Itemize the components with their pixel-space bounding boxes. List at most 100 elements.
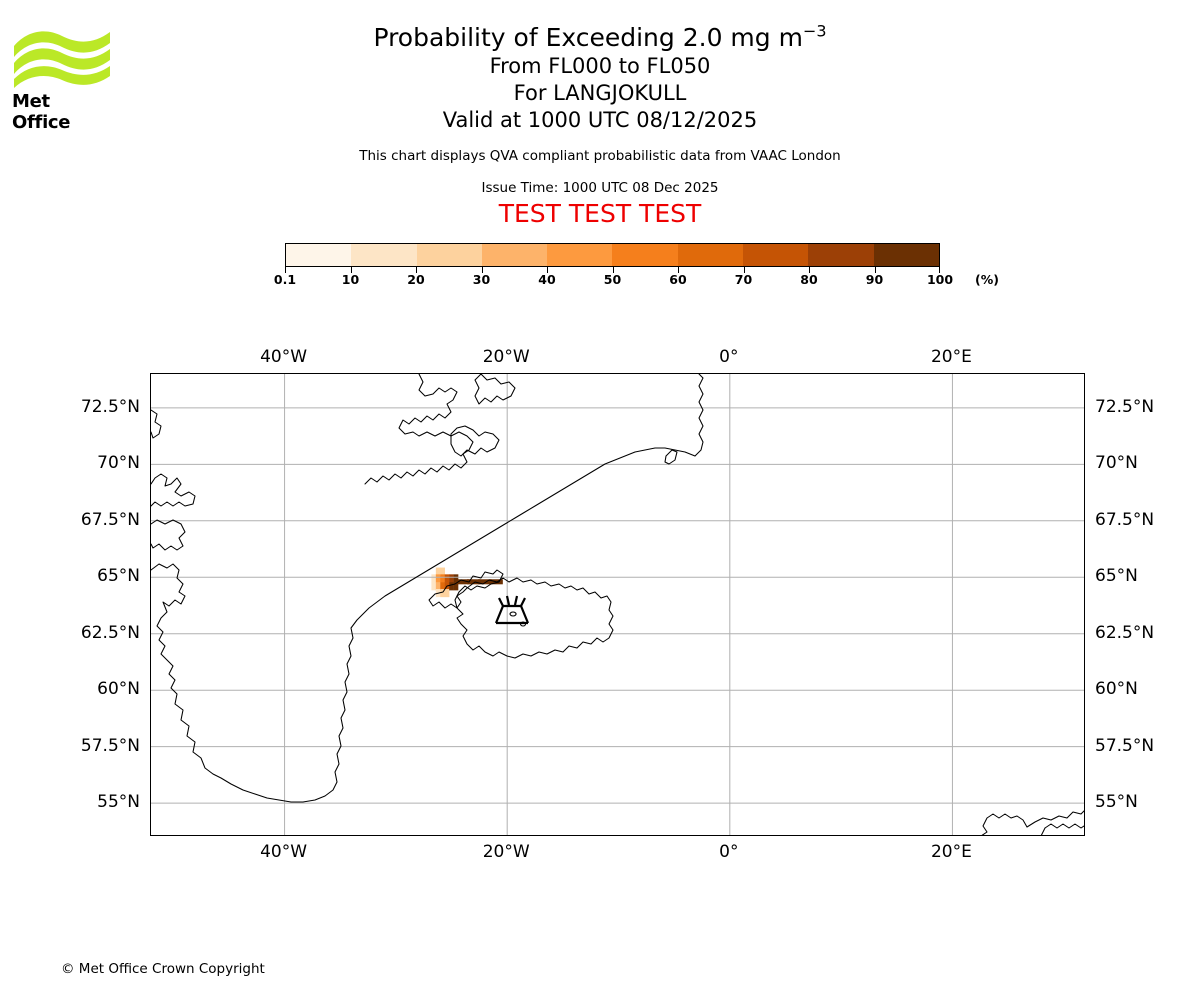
colorbar-segment-4 — [547, 244, 613, 266]
plume-cell-9 — [440, 589, 445, 598]
probability-colorbar: 0.1 10 20 30 40 50 60 70 80 90 100 (%) — [274, 243, 999, 287]
colorbar-tick-label-0: 0.1 — [273, 272, 297, 287]
axis-label-top-lon-2: 0° — [719, 347, 739, 367]
coastline-greenland-north — [474, 374, 516, 405]
copyright-notice: © Met Office Crown Copyright — [61, 961, 265, 977]
axis-label-left-lat-0: 55°N — [97, 792, 140, 813]
coastline-iceland — [456, 577, 614, 659]
axis-label-bottom-lon-3: 20°E — [930, 842, 972, 862]
colorbar-tick-label-10: 100 — [926, 272, 954, 287]
volcano-source-marker — [494, 595, 530, 625]
plume-cell-18 — [467, 579, 481, 585]
colorbar-segment-9 — [873, 244, 939, 266]
map-canvas — [151, 374, 1084, 835]
colorbar-tick-label-4: 40 — [538, 272, 556, 287]
colorbar-ticks — [285, 267, 940, 275]
chart-title-exponent: −3 — [802, 21, 827, 41]
colorbar-tick-6 — [678, 267, 679, 273]
axis-label-right-lat-6: 70°N — [1095, 453, 1138, 474]
map-graticule — [151, 374, 1084, 835]
axis-label-right-lat-5: 67.5°N — [1095, 509, 1155, 530]
plume-cell-3 — [435, 574, 441, 583]
volcano-name-line: For LANGJOKULL — [513, 81, 687, 105]
plume-cell-12 — [444, 589, 450, 598]
colorbar-segment-0 — [286, 244, 352, 266]
colorbar-tick-0 — [285, 267, 286, 273]
plume-cell-17 — [455, 579, 470, 585]
valid-time-line: Valid at 1000 UTC 08/12/2025 — [442, 108, 758, 132]
colorbar-segment-5 — [612, 244, 678, 266]
colorbar-tick-label-3: 30 — [472, 272, 491, 287]
coastline-greenland-northeast — [364, 374, 474, 485]
axis-label-left-lat-2: 60°N — [97, 679, 140, 700]
plume-cell-10 — [444, 574, 450, 583]
colorbar-tick-label-6: 60 — [669, 272, 687, 287]
test-banner: TEST TEST TEST — [498, 199, 702, 228]
coastline-scandinavia-interior — [1044, 823, 1084, 829]
axis-label-left-lat-4: 65°N — [97, 566, 140, 587]
colorbar-tick-8 — [809, 267, 810, 273]
plume-cell-15 — [453, 574, 459, 583]
coastline-norway — [981, 813, 1046, 835]
map-frame — [150, 373, 1085, 836]
colorbar-tick-label-5: 50 — [603, 272, 622, 287]
axis-label-right-lat-2: 60°N — [1095, 679, 1138, 700]
colorbar-segment-7 — [743, 244, 809, 266]
colorbar-tick-5 — [612, 267, 614, 273]
flight-level-range: From FL000 to FL050 — [489, 54, 711, 78]
colorbar-gradient — [285, 243, 940, 267]
chart-title: Probability of Exceeding 2.0 mg m−3 — [0, 22, 1200, 53]
colorbar-tick-3 — [481, 267, 483, 273]
colorbar-tick-1 — [350, 267, 352, 273]
axis-label-left-lat-1: 57.5°N — [80, 735, 140, 756]
axis-label-left-lat-7: 72.5°N — [80, 396, 140, 417]
issue-time: Issue Time: 1000 UTC 08 Dec 2025 — [481, 180, 719, 196]
plume-cell-0 — [431, 574, 437, 583]
plume-cell-6 — [440, 567, 445, 576]
colorbar-tick-9 — [874, 267, 876, 273]
met-office-logo: Met Office — [12, 24, 112, 133]
plume-cell-16 — [453, 582, 459, 591]
plume-cell-4 — [435, 582, 441, 591]
coastline-greenland — [151, 447, 696, 803]
axis-label-right-lat-0: 55°N — [1095, 792, 1138, 813]
coastline-jan-mayen — [664, 449, 678, 465]
colorbar-segment-1 — [351, 244, 417, 266]
chart-title-text: Probability of Exceeding 2.0 mg m — [373, 23, 803, 52]
axis-label-right-lat-7: 72.5°N — [1095, 396, 1155, 417]
coastlines — [151, 374, 1084, 835]
axis-label-top-lon-3: 20°E — [930, 347, 972, 367]
plume-cell-13 — [449, 574, 454, 583]
colorbar-tick-label-2: 20 — [407, 272, 425, 287]
axis-label-top-lon-1: 20°W — [482, 347, 530, 367]
met-office-wordmark: Met Office — [12, 91, 71, 133]
plume-cell-8 — [440, 582, 445, 591]
coastline-iceland-westfjords — [428, 569, 504, 609]
colorbar-tick-4 — [547, 267, 548, 273]
colorbar-unit-label: (%) — [975, 272, 999, 287]
colorbar-segment-8 — [808, 244, 874, 266]
met-office-wave-mark — [14, 31, 110, 88]
colorbar-tick-label-1: 10 — [341, 272, 360, 287]
colorbar-tick-label-7: 70 — [734, 272, 753, 287]
map-panel: 40°W 40°W 20°W 20°W 0° 0° 20°E 20°E 55°N 55°N 57.5… — [81, 347, 1154, 862]
plume-cell-7 — [440, 574, 445, 583]
coastline-scoresby-sund — [450, 425, 500, 457]
axis-label-bottom-lon-1: 20°W — [482, 842, 530, 862]
chart-header: Probability of Exceeding 2.0 mg m−3 From… — [0, 22, 1200, 229]
axis-label-right-lat-3: 62.5°N — [1095, 622, 1155, 643]
colorbar-tick-labels: 0.1 10 20 30 40 50 60 70 80 90 100 — [274, 272, 953, 288]
colorbar-tick-7 — [743, 267, 745, 273]
axis-label-top-lon-0: 40°W — [260, 347, 308, 367]
colorbar-tick-label-8: 80 — [800, 272, 818, 287]
colorbar-tick-10 — [939, 267, 940, 273]
colorbar-segment-3 — [481, 244, 548, 266]
axis-label-bottom-lon-0: 40°W — [260, 842, 308, 862]
colorbar-tick-2 — [416, 267, 417, 273]
coastline-baffin-sliver — [151, 409, 162, 439]
coastline-greenland-east-fjords — [694, 374, 704, 457]
qva-compliance-note: This chart displays QVA compliant probab… — [359, 148, 841, 164]
axis-label-left-lat-6: 70°N — [97, 453, 140, 474]
plume-cell-2 — [435, 567, 441, 576]
coastline-norway-north — [1026, 810, 1084, 828]
